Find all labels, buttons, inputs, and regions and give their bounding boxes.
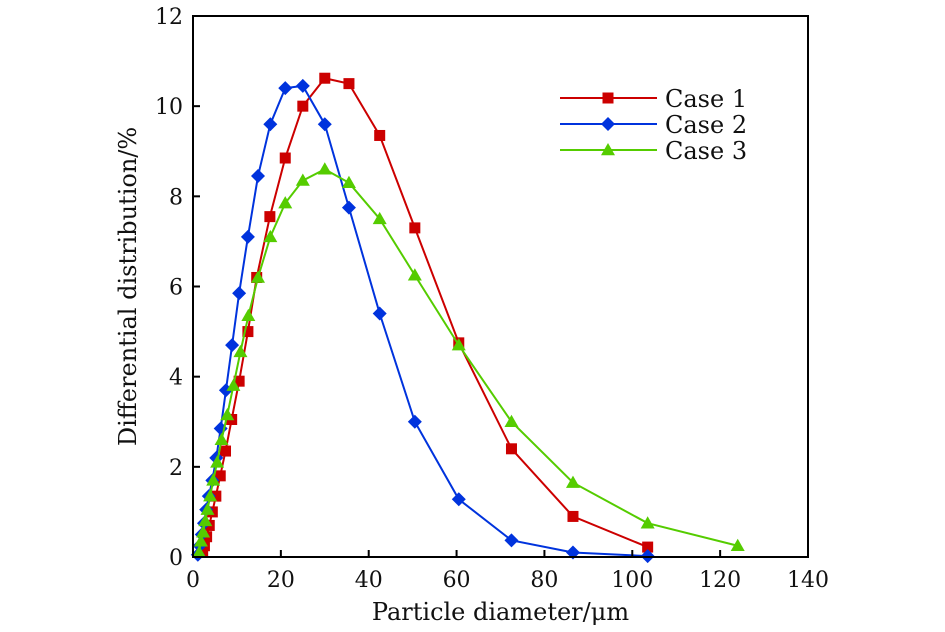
data-point [341, 175, 356, 189]
data-point [409, 222, 421, 234]
data-point [642, 541, 654, 553]
data-point [567, 510, 579, 522]
data-point [279, 152, 291, 164]
data-point [206, 473, 221, 486]
y-tick-label: 4 [169, 366, 183, 391]
legend-marker [601, 143, 615, 156]
legend-label: Case 3 [665, 137, 747, 165]
data-point [225, 338, 240, 353]
series-case-3 [192, 162, 745, 558]
ticks-layer: 0 20 40 60 80 100 120 140 0 2 4 6 8 10 12 [155, 5, 829, 593]
data-point [278, 196, 293, 209]
data-point [374, 129, 386, 141]
data-point [640, 516, 655, 529]
y-tick-label: 6 [169, 276, 183, 301]
data-point [451, 338, 466, 351]
legend-item: Case 3 [560, 137, 747, 165]
data-point [214, 470, 226, 482]
y-axis-title: Differential distribution/% [114, 127, 142, 446]
x-tick-label: 20 [267, 568, 295, 593]
data-point [343, 78, 355, 90]
data-point [278, 81, 293, 96]
x-tick-label: 100 [611, 568, 653, 593]
x-tick-label: 60 [443, 568, 471, 593]
data-point [220, 407, 235, 421]
data-point [451, 492, 466, 507]
data-point [210, 490, 222, 502]
y-tick-label: 2 [169, 456, 183, 481]
data-point [251, 270, 266, 283]
data-point [565, 475, 580, 488]
data-point [317, 162, 332, 175]
series-case-2 [190, 78, 655, 564]
legend-item: Case 1 [560, 85, 747, 113]
data-point [226, 378, 241, 391]
data-point [372, 211, 387, 225]
legend-marker [601, 117, 615, 131]
data-point [241, 308, 256, 322]
x-tick-label: 80 [530, 568, 558, 593]
x-axis-title: Particle diameter/μm [372, 598, 629, 626]
data-point [407, 268, 422, 281]
data-point [295, 78, 310, 93]
series-layer [190, 72, 745, 564]
data-point [240, 229, 255, 244]
data-point [263, 229, 278, 243]
data-point [505, 443, 517, 455]
data-point [232, 286, 247, 301]
data-point [317, 117, 332, 132]
data-point [372, 306, 387, 321]
data-point [295, 173, 310, 186]
data-point [341, 200, 356, 215]
data-point [192, 545, 207, 558]
x-tick-label: 0 [186, 568, 200, 593]
data-point [504, 533, 519, 548]
data-point [730, 538, 745, 551]
x-tick-label: 120 [699, 568, 741, 593]
data-point [203, 489, 218, 502]
data-point [242, 326, 254, 338]
y-tick-label: 10 [155, 95, 183, 120]
data-point [319, 72, 331, 84]
data-point [251, 169, 266, 184]
legend-marker [602, 92, 614, 104]
data-point [220, 445, 232, 457]
data-point [233, 344, 248, 358]
data-point [196, 525, 211, 538]
data-point [198, 513, 213, 527]
legend-label: Case 1 [665, 85, 747, 113]
data-point [210, 455, 225, 468]
data-point [565, 545, 580, 560]
y-tick-label: 0 [169, 546, 183, 571]
legend-item: Case 2 [560, 111, 747, 139]
y-tick-label: 12 [155, 5, 183, 30]
data-point [233, 375, 245, 387]
data-point [264, 211, 276, 223]
data-point [504, 414, 519, 427]
series-line [198, 168, 738, 553]
data-point [263, 117, 278, 132]
data-point [297, 100, 309, 112]
data-point [214, 432, 229, 446]
data-point [200, 502, 215, 515]
x-tick-label: 40 [355, 568, 383, 593]
y-tick-label: 8 [169, 185, 183, 210]
data-point [407, 414, 422, 429]
legend-label: Case 2 [665, 111, 747, 139]
data-point [193, 534, 208, 547]
x-tick-label: 140 [787, 568, 829, 593]
